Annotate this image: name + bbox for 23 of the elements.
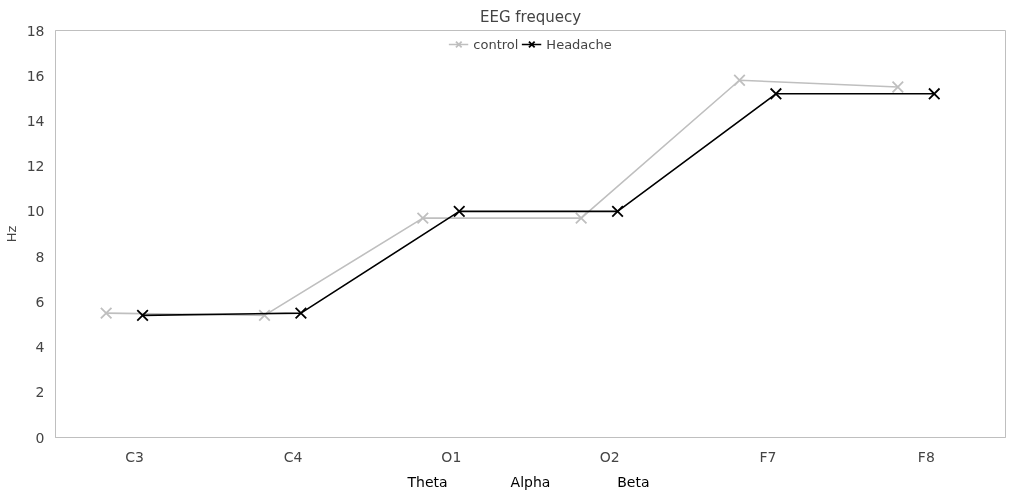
y-tick-label: 14 (26, 112, 45, 129)
text: Theta (406, 473, 448, 490)
legend-label: Headache (546, 36, 612, 52)
x-tick-label: F7 (759, 448, 777, 465)
x-tick-label: O2 (599, 448, 620, 465)
x-tick-label: C3 (125, 448, 145, 465)
y-tick-label: 4 (35, 339, 45, 356)
x-tick-label: C4 (283, 448, 303, 465)
y-tick-label: 12 (26, 158, 45, 175)
y-tick-label: 0 (35, 429, 45, 446)
y-tick-label: 10 (26, 203, 45, 220)
x-tick-label: F8 (917, 448, 935, 465)
y-tick-label: 18 (26, 22, 45, 39)
y-tick-label: 8 (35, 248, 45, 265)
y-tick-label: 16 (26, 67, 45, 84)
legend-label: control (473, 36, 519, 52)
text: Alpha (510, 473, 551, 490)
y-axis-title: Hz (3, 225, 19, 243)
y-tick-label: 2 (35, 384, 45, 401)
y-tick-label: 6 (35, 293, 45, 310)
x-tick-label: O1 (441, 448, 462, 465)
text: Beta (617, 473, 650, 490)
chart-title: EEG frequecy (479, 7, 582, 26)
